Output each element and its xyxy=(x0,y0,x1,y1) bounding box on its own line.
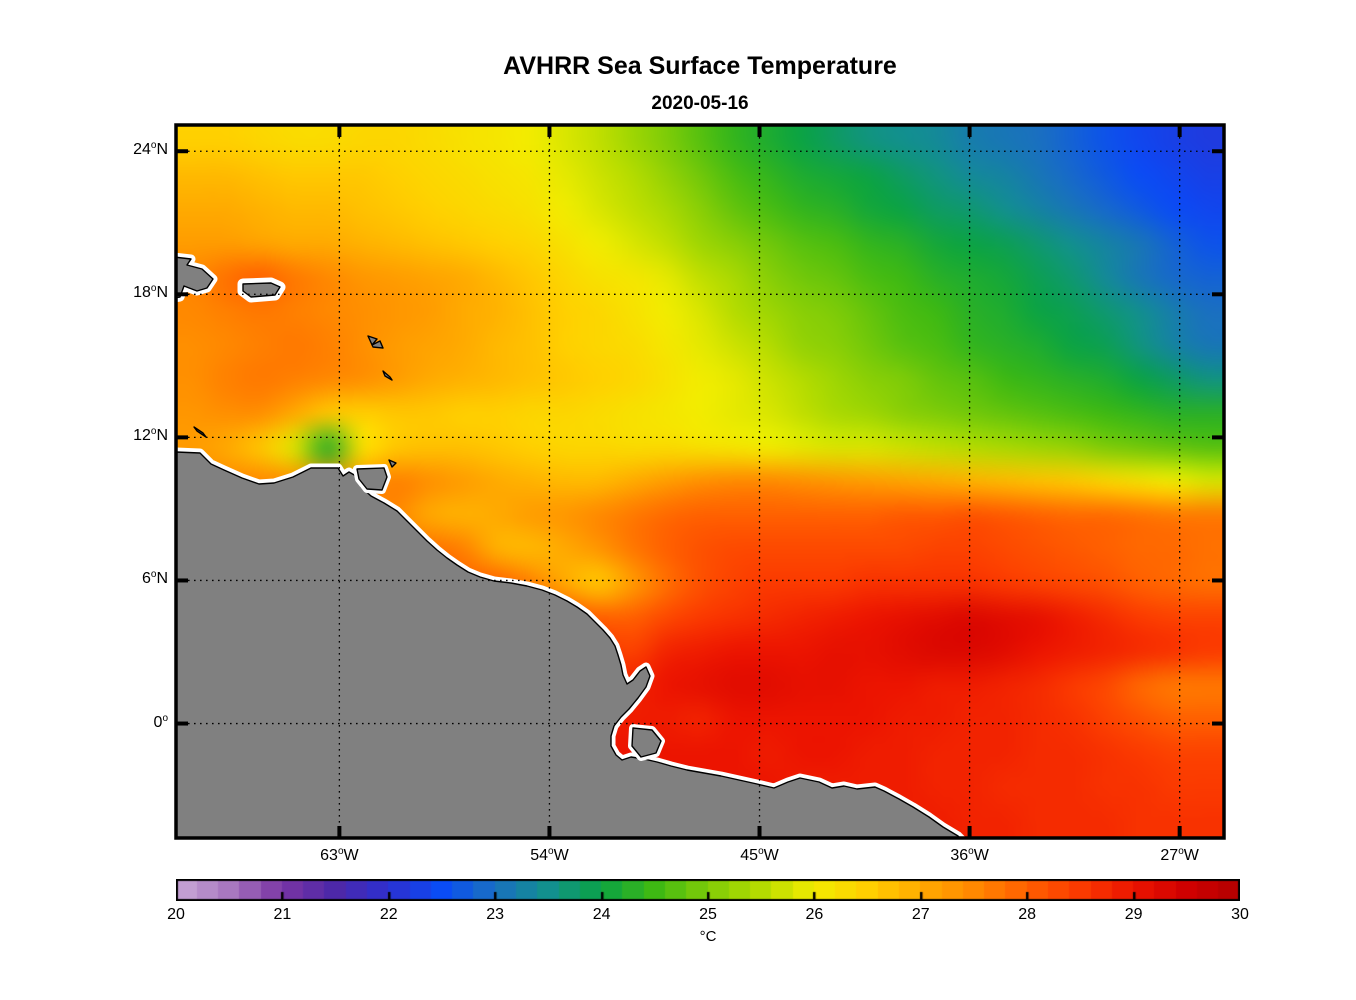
y-axis-tick-label: 12oN xyxy=(133,426,168,445)
y-axis-tick-label: 24oN xyxy=(133,140,168,159)
y-axis-tick-label: 18oN xyxy=(133,283,168,302)
x-axis-tick-label: 63oW xyxy=(320,846,359,864)
plot-title: AVHRR Sea Surface Temperature xyxy=(503,52,897,80)
colorbar-unit: °C xyxy=(699,928,717,945)
land-layer xyxy=(176,252,967,838)
island-puerto_rico xyxy=(242,282,281,298)
colorbar-tick-label: 20 xyxy=(167,906,185,923)
colorbar-tick-label: 30 xyxy=(1231,906,1249,923)
colorbar-tick-label: 23 xyxy=(486,906,505,923)
x-axis-tick-label: 36oW xyxy=(950,846,989,864)
colorbar-tick-label: 25 xyxy=(699,906,717,923)
colorbar-tick-label: 22 xyxy=(379,906,398,923)
y-axis-tick-label: 6oN xyxy=(141,569,168,588)
colorbar-tick-label: 21 xyxy=(273,906,292,923)
island-curacao xyxy=(193,426,207,438)
island-trinidad xyxy=(356,467,388,491)
x-axis-tick-label: 27oW xyxy=(1160,846,1199,864)
plot-date: 2020-05-16 xyxy=(651,93,749,114)
x-axis-tick-label: 45oW xyxy=(740,846,779,864)
colorbar-tick-label: 24 xyxy=(592,906,611,923)
colorbar-tick-label: 29 xyxy=(1124,906,1143,923)
island-martinique xyxy=(382,370,393,381)
colorbar-tick-label: 27 xyxy=(911,906,930,923)
colorbar-tick-label: 28 xyxy=(1018,906,1037,923)
colorbar xyxy=(176,879,1240,901)
island-marajo xyxy=(631,727,662,758)
x-axis-tick-label: 54oW xyxy=(530,846,569,864)
plot-frame xyxy=(174,123,1226,840)
gridlines xyxy=(176,125,1224,838)
y-axis-tick-label: 0o xyxy=(153,712,168,731)
island-tobago xyxy=(388,459,397,468)
island-guadeloupe xyxy=(367,335,384,349)
axis-ticks xyxy=(176,125,1224,838)
colorbar-tick-label: 26 xyxy=(805,906,824,923)
island-hispaniola xyxy=(176,256,214,299)
